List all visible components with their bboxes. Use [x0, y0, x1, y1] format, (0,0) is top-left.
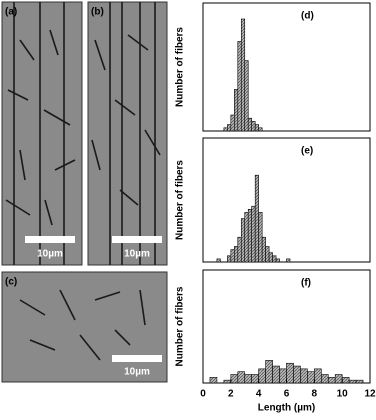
panel-label: (a)	[5, 7, 17, 18]
bar	[272, 365, 280, 384]
panel-label: (c)	[5, 277, 17, 288]
bar	[209, 377, 218, 384]
scale-bar-label: 10µm	[124, 367, 150, 378]
bar	[223, 127, 228, 132]
bar	[265, 246, 270, 263]
bar	[300, 368, 308, 384]
fibers	[91, 2, 161, 265]
bar	[237, 371, 246, 384]
bar	[334, 374, 343, 384]
bar	[244, 374, 253, 384]
bar	[240, 18, 246, 132]
bar	[258, 212, 263, 263]
bar	[272, 255, 277, 263]
bar	[258, 127, 263, 132]
x-tick-label: 0	[200, 389, 206, 400]
micrograph-c: (c) 10µm	[1, 271, 168, 383]
bar	[286, 362, 294, 384]
micrograph-a: (a) 10µm	[1, 1, 83, 266]
y-axis-label: Number of fibers	[175, 27, 186, 107]
bar	[223, 379, 232, 384]
chart-title: (e)	[301, 146, 313, 157]
x-tick-label: 2	[228, 389, 234, 400]
x-tick-label: 10	[337, 389, 349, 400]
x-axis-label: Length (µm)	[258, 403, 315, 414]
bar	[355, 379, 364, 384]
micrograph-b: (b) 10µm	[87, 1, 168, 266]
plot-frame	[202, 137, 371, 263]
bar	[348, 379, 357, 384]
y-axis-label: Number of fibers	[175, 286, 186, 366]
bar	[247, 117, 253, 132]
bar	[293, 365, 301, 384]
x-tick-label: 12	[364, 389, 376, 400]
scale-bar	[25, 236, 75, 243]
x-tick-label: 6	[284, 389, 290, 400]
bar	[258, 368, 266, 384]
bar	[320, 374, 329, 384]
bar	[261, 236, 266, 263]
bar	[268, 252, 273, 263]
x-tick-label: 4	[256, 389, 262, 400]
bar	[247, 209, 253, 263]
bar	[216, 258, 221, 263]
scale-bar	[112, 355, 162, 362]
bar	[286, 258, 291, 263]
scale-bar-label: 10µm	[124, 249, 150, 260]
bar	[227, 255, 232, 263]
scale-bar	[112, 236, 162, 243]
bar	[251, 205, 256, 263]
chart-title: (d)	[301, 11, 314, 22]
bar	[240, 218, 246, 263]
bar	[265, 360, 273, 384]
bar	[234, 246, 239, 263]
bar	[314, 368, 322, 384]
bar	[244, 60, 249, 132]
bar	[230, 374, 239, 384]
fibers	[19, 289, 146, 361]
bar	[251, 374, 259, 384]
fibers	[5, 2, 76, 265]
plot-frame	[202, 2, 371, 132]
bar	[251, 121, 256, 132]
bar	[230, 249, 235, 263]
bar	[279, 368, 287, 384]
bar	[244, 212, 249, 263]
bar	[254, 174, 259, 263]
bar	[227, 124, 232, 132]
bar	[254, 124, 259, 132]
panel-label: (b)	[91, 7, 104, 18]
bar	[341, 377, 350, 384]
bar	[234, 89, 239, 132]
y-axis-label: Number of fibers	[175, 160, 186, 240]
x-tick-label: 8	[312, 389, 318, 400]
bar	[327, 377, 336, 384]
bar	[230, 114, 235, 132]
bar	[307, 371, 315, 384]
chart-title: (f)	[301, 278, 311, 289]
bar	[237, 236, 242, 263]
bar	[237, 41, 242, 132]
scale-bar-label: 10µm	[37, 249, 63, 260]
bar	[275, 258, 280, 263]
